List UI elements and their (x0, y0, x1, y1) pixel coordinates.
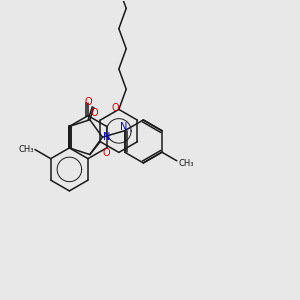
Text: N: N (103, 132, 111, 142)
Text: O: O (84, 97, 92, 107)
Text: O: O (111, 103, 119, 113)
Text: O: O (103, 148, 110, 158)
Text: O: O (91, 108, 98, 118)
Text: N: N (119, 122, 127, 131)
Text: CH₃: CH₃ (178, 159, 194, 168)
Text: CH₃: CH₃ (19, 145, 34, 154)
